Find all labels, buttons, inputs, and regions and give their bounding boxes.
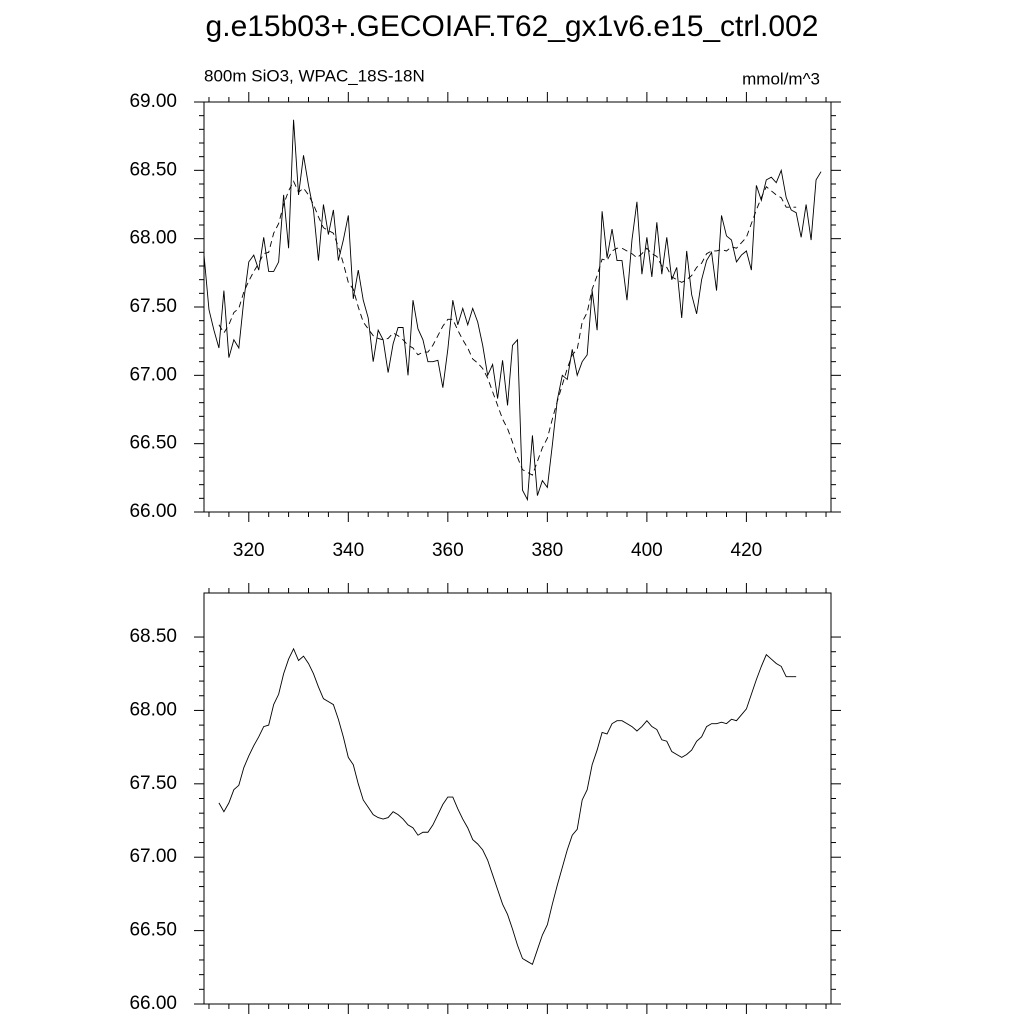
plot-frame <box>203 592 832 1005</box>
y-tick-label: 66.00 <box>129 993 177 1014</box>
units-label: mmol/m^3 <box>742 69 820 88</box>
y-tick-label: 66.50 <box>129 433 177 454</box>
y-tick-label: 66.00 <box>129 501 177 522</box>
figure-title: g.e15b03+.GECOIAF.T62_gx1v6.e15_ctrl.002 <box>206 10 819 43</box>
x-tick-label: 360 <box>432 540 464 561</box>
y-tick-label: 67.00 <box>129 364 177 385</box>
x-tick-label: 320 <box>233 540 265 561</box>
y-tick-label: 68.00 <box>129 699 177 720</box>
x-tick-label: 380 <box>532 540 564 561</box>
subtitle: 800m SiO3, WPAC_18S-18N <box>204 66 425 85</box>
data-line <box>218 647 797 966</box>
x-tick-label: 340 <box>332 540 364 561</box>
data-line <box>203 119 822 502</box>
y-tick-label: 68.00 <box>129 228 177 249</box>
data-line <box>218 180 797 476</box>
y-tick-label: 66.50 <box>129 920 177 941</box>
y-tick-label: 67.50 <box>129 296 177 317</box>
y-tick-label: 67.00 <box>129 846 177 867</box>
x-tick-label: 420 <box>731 540 763 561</box>
y-tick-label: 69.00 <box>129 91 177 112</box>
y-tick-label: 68.50 <box>129 626 177 647</box>
plot-frame <box>203 101 832 513</box>
x-tick-label: 400 <box>631 540 663 561</box>
y-tick-label: 67.50 <box>129 773 177 794</box>
y-tick-label: 68.50 <box>129 159 177 180</box>
